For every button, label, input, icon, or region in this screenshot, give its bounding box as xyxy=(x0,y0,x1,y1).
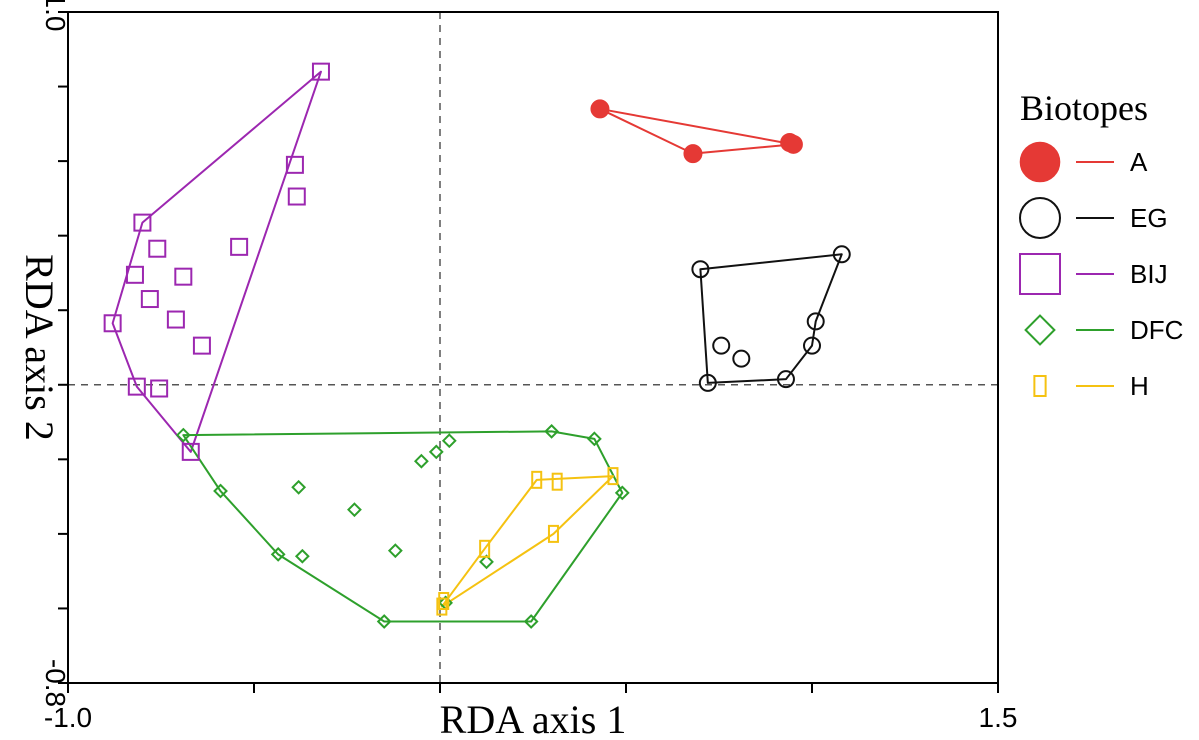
point-a xyxy=(783,134,803,154)
point-eg xyxy=(832,245,851,264)
point-a xyxy=(683,144,703,164)
x-tick-label-min: -1.0 xyxy=(44,702,92,733)
point-a xyxy=(590,99,610,119)
legend-marker-dfc xyxy=(1024,314,1056,346)
legend-marker-bij xyxy=(1019,253,1061,295)
point-bij xyxy=(150,379,169,398)
hull-h xyxy=(440,475,614,608)
point-dfc xyxy=(294,548,310,564)
biotope-hulls xyxy=(111,70,843,623)
point-bij xyxy=(127,377,146,396)
point-eg xyxy=(803,336,821,355)
legend-marker-eg xyxy=(1019,197,1061,239)
legend-label-h: H xyxy=(1130,371,1149,401)
point-dfc xyxy=(387,543,403,559)
point-bij xyxy=(311,62,330,81)
point-eg xyxy=(776,370,795,389)
point-bij xyxy=(192,336,211,355)
legend-title: Biotopes xyxy=(1020,88,1148,128)
point-bij xyxy=(230,237,249,256)
legend-marker-a xyxy=(1019,141,1061,183)
point-bij xyxy=(140,290,159,309)
point-dfc xyxy=(347,502,362,518)
point-dfc xyxy=(175,427,191,443)
point-eg xyxy=(732,349,751,368)
legend-marker-h xyxy=(1033,375,1047,397)
legend-label-a: A xyxy=(1130,147,1148,177)
point-bij xyxy=(133,213,152,232)
point-h xyxy=(607,467,619,486)
y-tick-label-max: 1.0 xyxy=(40,0,71,31)
plot-frame xyxy=(67,11,999,684)
point-dfc xyxy=(544,423,560,439)
point-dfc xyxy=(479,554,494,570)
point-dfc xyxy=(270,546,286,562)
point-dfc xyxy=(428,444,444,460)
point-h xyxy=(436,597,448,616)
point-eg xyxy=(691,260,710,279)
y-tick-label-min: -0.8 xyxy=(40,659,71,707)
y-axis-label: RDA axis 2 xyxy=(17,254,62,441)
legend: Biotopes A EG BIJ DFC H xyxy=(1019,88,1183,401)
axis-ticks xyxy=(58,11,999,693)
data-points xyxy=(103,62,851,629)
x-axis-label: RDA axis 1 xyxy=(440,697,627,740)
point-dfc xyxy=(376,614,392,629)
hull-eg xyxy=(699,253,843,384)
point-bij xyxy=(103,314,122,333)
point-eg xyxy=(806,312,825,331)
point-h xyxy=(551,472,563,491)
point-bij xyxy=(125,265,144,284)
point-eg xyxy=(698,373,717,392)
point-eg xyxy=(712,336,731,355)
point-bij xyxy=(174,267,193,286)
x-tick-label-max: 1.5 xyxy=(979,702,1018,733)
point-dfc xyxy=(291,479,307,495)
legend-label-bij: BIJ xyxy=(1130,259,1168,289)
point-bij xyxy=(148,239,167,258)
point-bij xyxy=(285,155,304,174)
point-dfc xyxy=(441,433,457,449)
point-bij xyxy=(166,310,185,329)
point-dfc xyxy=(413,453,429,469)
point-dfc xyxy=(213,483,228,499)
hull-bij xyxy=(111,70,322,453)
point-h xyxy=(479,539,491,558)
point-h xyxy=(438,591,450,610)
point-h xyxy=(547,524,559,543)
point-h xyxy=(531,470,543,489)
legend-label-eg: EG xyxy=(1130,203,1168,233)
point-bij xyxy=(287,187,306,206)
point-dfc xyxy=(586,431,602,447)
point-dfc xyxy=(614,485,630,501)
point-dfc xyxy=(523,614,539,629)
hull-dfc xyxy=(182,430,624,623)
hull-a xyxy=(598,107,795,155)
legend-label-dfc: DFC xyxy=(1130,315,1183,345)
point-bij xyxy=(181,442,200,461)
zero-reference-lines xyxy=(68,12,998,683)
